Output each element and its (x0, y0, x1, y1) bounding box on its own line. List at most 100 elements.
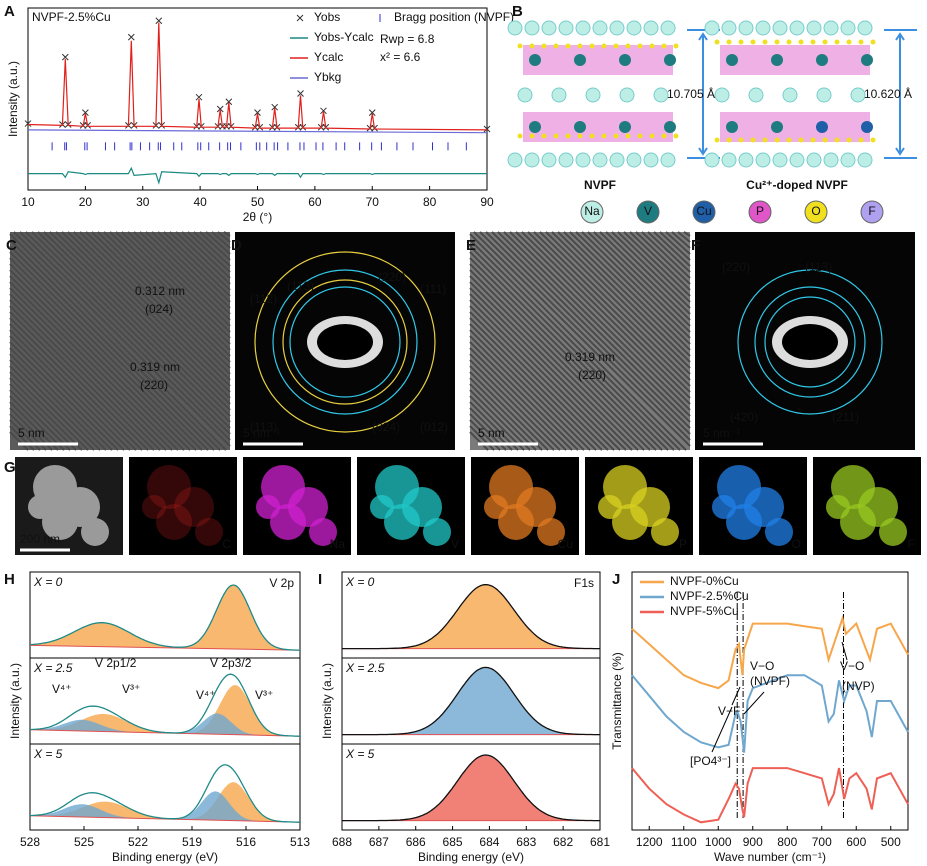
subplot-label: X = 2.5 (33, 661, 73, 675)
decoration (625, 43, 631, 49)
decoration (9, 383, 77, 451)
series-line (27, 22, 488, 131)
annotation: V 2p1/2 (95, 656, 137, 670)
subplot-label: X = 0 (33, 575, 63, 589)
decoration (469, 371, 549, 451)
decoration (175, 231, 231, 285)
decoration (498, 504, 534, 540)
decoration (9, 323, 137, 451)
decoration (677, 231, 691, 243)
decoration (25, 231, 231, 435)
decoration (626, 152, 642, 168)
x-tick-label: 513 (290, 835, 310, 849)
marker (82, 109, 89, 117)
decoration (750, 39, 756, 45)
annotation: (111) (420, 282, 446, 296)
decoration (469, 323, 597, 451)
decoration (858, 39, 864, 45)
decoration (750, 137, 756, 143)
fit-peak (30, 804, 300, 823)
spacing-label: 10.705 Å (667, 86, 715, 101)
decoration (61, 231, 231, 399)
decoration (195, 518, 223, 546)
decoration (589, 133, 595, 139)
decoration (121, 231, 231, 339)
decoration (816, 54, 828, 66)
scale-bar-label: 5 nm⁻¹ (243, 426, 280, 440)
decoration (469, 311, 609, 451)
decoration (857, 20, 873, 36)
annotation: (112) (250, 292, 277, 306)
decoration (545, 231, 691, 375)
panel-label: G (4, 459, 16, 476)
legend-label: Yobs (314, 10, 340, 24)
scale-bar-label: 5 nm (18, 426, 45, 440)
decoration (469, 425, 495, 451)
x-tick-label: 685 (443, 835, 463, 849)
decoration (870, 137, 876, 143)
legend-label: NVPF-5%Cu (670, 604, 739, 618)
element-swatch (804, 200, 828, 224)
decoration (469, 359, 561, 451)
decoration (720, 45, 870, 75)
decoration (589, 43, 595, 49)
decoration (317, 324, 373, 360)
marker (483, 125, 491, 133)
x-tick-label: 800 (777, 835, 797, 849)
marker (155, 17, 163, 25)
decoration (629, 231, 691, 291)
decoration (673, 133, 679, 139)
series-line (27, 129, 488, 134)
decoration (541, 133, 547, 139)
decoration (81, 518, 109, 546)
decoration (861, 54, 873, 66)
annotation: (420) (730, 410, 758, 424)
decoration (653, 87, 669, 103)
annotation: (220) (722, 260, 750, 274)
decoration (762, 39, 768, 45)
decoration (9, 353, 107, 451)
decoration (664, 121, 676, 133)
x-tick-label: 681 (590, 835, 610, 849)
decoration (806, 152, 822, 168)
subplot-label: X = 5 (345, 747, 375, 761)
decoration (497, 231, 691, 423)
decoration (37, 231, 231, 423)
decoration (469, 389, 531, 451)
decoration (553, 43, 559, 49)
decoration (469, 257, 663, 451)
annotation: 0.319 nm (130, 360, 180, 374)
legend-label: Ybkg (314, 70, 341, 84)
decoration (720, 112, 870, 142)
panel-label: E (466, 237, 476, 254)
scale-bar-label: 5 nm (478, 426, 505, 440)
decoration (524, 152, 540, 168)
y-axis-label: Intensity (a.u.) (320, 663, 334, 739)
decoration (91, 231, 231, 369)
series-line (631, 674, 909, 753)
scale-bar-label: 5 nm⁻¹ (703, 426, 740, 440)
decoration (19, 231, 231, 441)
envelope (29, 584, 301, 651)
annotation: (024) (145, 302, 173, 316)
x-tick-label: 500 (881, 835, 901, 849)
y-axis-label: Intensity (a.u.) (6, 61, 20, 137)
decoration (55, 231, 231, 405)
decoration (469, 287, 633, 451)
decoration (774, 39, 780, 45)
x-axis-label: Wave number (cm⁻¹) (714, 850, 826, 864)
chart-title: NVPF-2.5%Cu (32, 10, 111, 24)
decoration (861, 121, 873, 133)
decoration (613, 43, 619, 49)
decoration (199, 231, 231, 261)
decoration (711, 706, 733, 753)
decoration (643, 20, 659, 36)
decoration (541, 20, 557, 36)
x-tick-label: 519 (182, 835, 202, 849)
map-label: P (679, 537, 687, 551)
decoration (592, 152, 608, 168)
decoration (517, 87, 533, 103)
decoration (469, 347, 573, 451)
fit-peak (30, 719, 300, 737)
decoration (846, 39, 852, 45)
